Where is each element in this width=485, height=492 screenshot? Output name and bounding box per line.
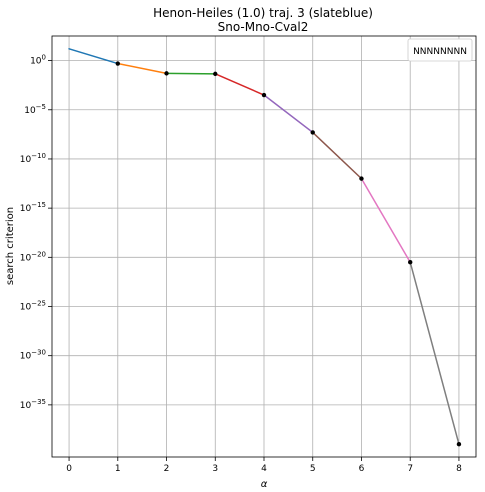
data-point bbox=[310, 130, 315, 135]
series-segment bbox=[214, 73, 265, 96]
data-point bbox=[164, 71, 169, 76]
data-point bbox=[359, 176, 364, 181]
x-tick-label: 4 bbox=[261, 464, 267, 474]
series-segment bbox=[263, 94, 314, 134]
x-tick-label: 7 bbox=[407, 464, 413, 474]
x-tick-label: 8 bbox=[456, 464, 462, 474]
series-segment bbox=[311, 131, 363, 180]
legend-box bbox=[407, 38, 473, 62]
tick-layer: 0 1 2 3 4 5 6 7 8 100 10−5 10−10 10−15 10−20 10−25 10−3… bbox=[20, 54, 462, 474]
chart-title: Henon-Heiles (1.0) traj. 3 (slateblue) bbox=[153, 6, 373, 20]
chart-subtitle: Sno-Mno-Cval2 bbox=[218, 20, 309, 34]
y-tick-label: 100 bbox=[30, 54, 46, 67]
y-tick-label: 10−35 bbox=[20, 398, 46, 411]
data-point bbox=[408, 260, 413, 265]
series-layer bbox=[68, 48, 460, 445]
y-axis-label: search criterion bbox=[5, 207, 16, 285]
data-point bbox=[261, 92, 267, 98]
data-point bbox=[456, 442, 462, 447]
legend-entry: NNNNNNNN bbox=[413, 47, 467, 57]
y-tick-label: 10−10 bbox=[20, 152, 46, 165]
series-segment bbox=[360, 177, 411, 263]
legend: NNNNNNNN bbox=[407, 38, 473, 62]
y-tick-label: 10−15 bbox=[20, 201, 46, 214]
grid-layer bbox=[52, 36, 476, 457]
series-segment bbox=[68, 48, 119, 65]
x-axis-label: α bbox=[261, 479, 268, 490]
data-point bbox=[213, 71, 218, 77]
x-tick-label: 1 bbox=[115, 464, 121, 474]
series-segment bbox=[117, 62, 168, 75]
x-tick-label: 6 bbox=[359, 464, 365, 474]
x-tick-label: 5 bbox=[310, 464, 316, 474]
series-segment bbox=[409, 261, 460, 445]
x-tick-label: 0 bbox=[66, 464, 72, 474]
data-point bbox=[115, 61, 120, 66]
x-tick-label: 2 bbox=[164, 464, 170, 474]
y-tick-label: 10−20 bbox=[20, 250, 46, 263]
y-tick-label: 10−30 bbox=[20, 349, 46, 362]
x-tick-label: 3 bbox=[212, 464, 218, 474]
y-tick-label: 10−25 bbox=[20, 300, 46, 313]
y-tick-label: 10−5 bbox=[24, 103, 46, 116]
marker-layer bbox=[115, 61, 462, 447]
